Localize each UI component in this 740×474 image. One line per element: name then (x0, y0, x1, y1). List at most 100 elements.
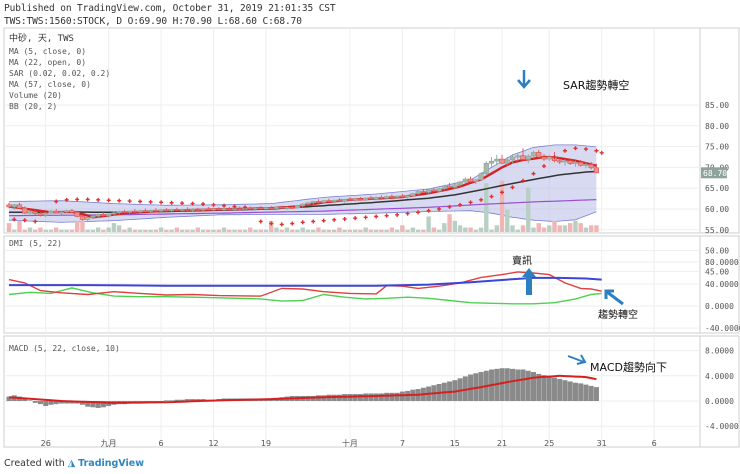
candle-body (342, 199, 348, 202)
time-tick-label: 25 (544, 439, 554, 448)
volume-bar (132, 229, 138, 232)
macd-bar (389, 392, 395, 401)
main-legend: 中砂, 天, TWS MA (5, close, 0) MA (22, open… (9, 32, 120, 353)
candle-body (415, 191, 421, 194)
candle-body (331, 199, 337, 202)
macd-bar (593, 387, 599, 401)
macd-bar (588, 385, 594, 401)
candle-body (420, 191, 426, 193)
volume-bar (510, 225, 515, 232)
candle-body (336, 199, 343, 202)
candle-body (273, 207, 280, 209)
macd-bar (499, 368, 505, 401)
volume-bar (536, 223, 541, 232)
legend-title: 中砂, 天, TWS (9, 32, 74, 44)
sar-point (405, 211, 410, 216)
volume-bars (6, 180, 599, 232)
candle-body (252, 207, 259, 210)
volume-bar (258, 229, 263, 232)
candle-body (462, 178, 468, 183)
time-tick-label: 26 (41, 439, 51, 448)
candle-body (436, 188, 442, 192)
volume-bar (426, 216, 431, 232)
macd-bar (158, 401, 164, 402)
tradingview-logo-icon[interactable]: ◮ (67, 458, 76, 469)
sar-point (363, 215, 368, 220)
candle-body (578, 162, 584, 166)
candle-body (494, 158, 500, 162)
time-axis: 26 九月 6 12 19 十月 7 15 21 25 31 6 (41, 438, 657, 448)
time-tick-label: 21 (497, 439, 507, 448)
macd-bar (378, 393, 384, 401)
sar-point (510, 185, 515, 190)
candle-body (284, 207, 290, 209)
macd-signal-line (8, 374, 597, 404)
sar-point (138, 199, 143, 204)
volume-bar (106, 227, 111, 232)
sar-point (64, 197, 69, 202)
candle-body (153, 209, 159, 212)
candle-body (268, 207, 274, 210)
volume-bar (305, 229, 311, 232)
annotations: SAR趨勢轉空 賣訊 趨勢轉空 MACD趨勢向下 (512, 70, 667, 374)
bb-fill (9, 144, 597, 223)
macd-bar (368, 393, 374, 401)
candle-body (289, 207, 295, 209)
candle-body (515, 155, 521, 158)
candle-body (572, 162, 579, 164)
candle-body (509, 156, 516, 161)
candle-body (37, 213, 44, 216)
volume-bar (195, 227, 201, 232)
volume-bar (573, 220, 578, 232)
volume-bar (347, 229, 353, 232)
macd-bar (457, 378, 463, 401)
macd-bar (190, 399, 196, 401)
sar-point (117, 198, 122, 203)
volume-bar (389, 227, 395, 232)
macd-bar (504, 368, 510, 401)
sar-point (384, 213, 389, 218)
candle-body (557, 160, 563, 163)
price-tick-label: 85.00 (705, 101, 729, 110)
annot-sar-bearish: SAR趨勢轉空 (563, 78, 629, 92)
sar-point (12, 217, 17, 222)
candle-body (48, 210, 54, 214)
candle-body (399, 195, 405, 198)
volume-bar (368, 229, 374, 232)
candle-body (216, 208, 222, 211)
candle-body (478, 173, 484, 181)
candle-body (457, 181, 463, 186)
volume-bar (227, 229, 232, 232)
price-tick-label: 80.00 (705, 122, 729, 131)
candle-body (95, 214, 101, 217)
volume-bar (594, 225, 599, 232)
candle-body (142, 210, 148, 212)
volume-bar (311, 229, 316, 232)
candle-body (368, 197, 374, 200)
footer-brand[interactable]: TradingView (78, 458, 144, 469)
candle-body (488, 160, 495, 164)
macd-bar (27, 400, 33, 401)
candle-body (425, 189, 432, 193)
volume-bar (526, 187, 531, 232)
volume-bar (116, 225, 122, 232)
candle-body (294, 205, 301, 209)
volume-bar (22, 229, 27, 232)
volume-bar (90, 229, 96, 232)
sar-point (541, 164, 546, 169)
time-tick-label: 7 (400, 439, 405, 448)
candle-body (158, 209, 164, 212)
volume-bar (552, 220, 557, 232)
sar-point (594, 148, 599, 153)
candle-body (384, 196, 390, 199)
candle-body (504, 159, 510, 164)
bollinger-band (8, 144, 597, 223)
volume-bar (64, 229, 69, 232)
volume-bar (290, 229, 295, 232)
candle-body (231, 208, 238, 210)
volume-bar (394, 229, 400, 232)
candle-body (116, 211, 122, 214)
candle-body (373, 197, 379, 200)
candle-body (11, 204, 17, 208)
